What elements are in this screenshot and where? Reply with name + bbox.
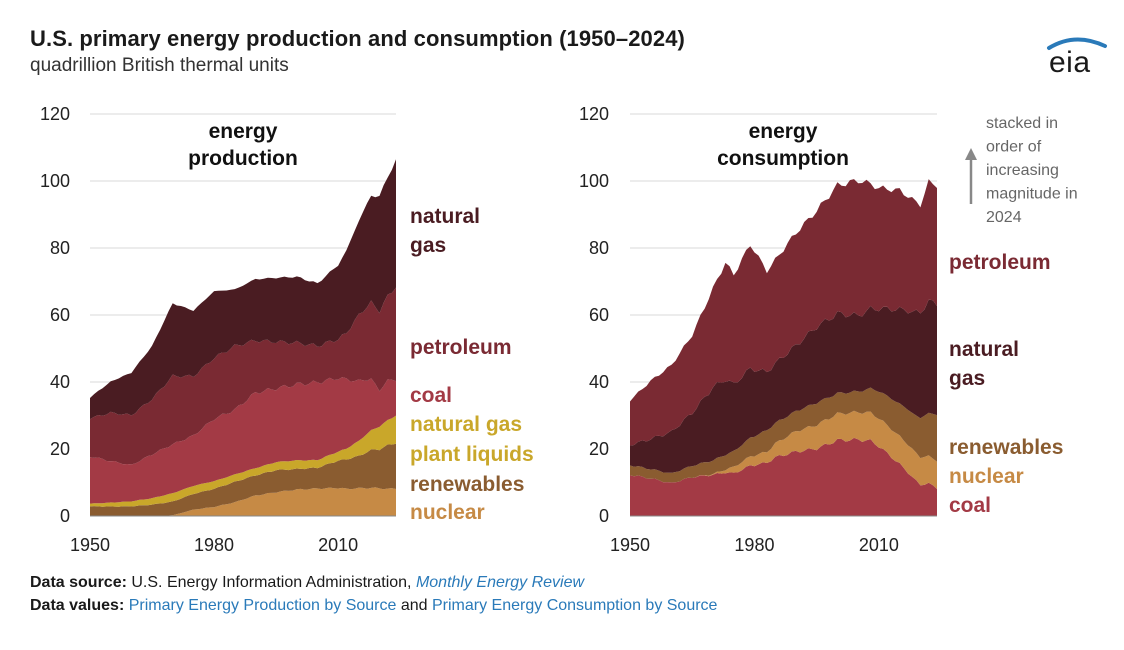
panel-title: energy bbox=[209, 120, 278, 143]
area-natural-gas bbox=[630, 299, 937, 473]
y-tick-label: 80 bbox=[50, 238, 70, 258]
eia-logo-text: eia bbox=[1049, 46, 1091, 79]
monthly-energy-review-link[interactable]: Monthly Energy Review bbox=[415, 574, 585, 591]
data-source-text: U.S. Energy Information Administration, bbox=[131, 574, 412, 591]
x-tick-label: 2010 bbox=[318, 535, 358, 555]
consumption-by-source-link[interactable]: Primary Energy Consumption by Source bbox=[432, 597, 718, 614]
series-label-natural-gas: natural bbox=[949, 338, 1019, 361]
area-nuclear bbox=[90, 487, 396, 516]
x-tick-label: 1980 bbox=[194, 535, 234, 555]
series-label-petroleum: petroleum bbox=[410, 336, 512, 359]
data-values-line: Data values: Primary Energy Production b… bbox=[30, 597, 717, 615]
area-renewables bbox=[630, 387, 937, 483]
y-tick-label: 40 bbox=[50, 372, 70, 392]
stack-order-note-line: magnitude in bbox=[986, 186, 1078, 203]
y-tick-label: 100 bbox=[40, 171, 70, 191]
area-natural-gas bbox=[90, 159, 396, 420]
y-tick-label: 100 bbox=[579, 171, 609, 191]
series-label-nuclear: nuclear bbox=[949, 465, 1024, 488]
x-tick-label: 1950 bbox=[610, 535, 650, 555]
stack-order-note-line: stacked in bbox=[986, 115, 1058, 132]
x-tick-label: 1950 bbox=[70, 535, 110, 555]
stack-order-note-line: 2024 bbox=[986, 209, 1022, 226]
chart-title: U.S. primary energy production and consu… bbox=[30, 26, 685, 51]
series-label-petroleum: petroleum bbox=[949, 251, 1051, 274]
production-by-source-link[interactable]: Primary Energy Production by Source bbox=[128, 597, 397, 614]
data-values-label: Data values: bbox=[30, 597, 125, 614]
y-tick-label: 120 bbox=[40, 104, 70, 124]
charts-canvas: 0 20 40 60 80 100 120 nuclear renewables natural … bbox=[40, 104, 1078, 555]
y-tick-label: 20 bbox=[589, 439, 609, 459]
panel-title: consumption bbox=[717, 147, 849, 170]
stack-order-note-line: increasing bbox=[986, 162, 1059, 179]
eia-logo-arc-icon bbox=[1047, 37, 1107, 50]
data-source-label: Data source: bbox=[30, 574, 127, 591]
x-tick-label: 1980 bbox=[734, 535, 774, 555]
eia-logo: eia bbox=[1047, 37, 1107, 79]
series-label-renewables: renewables bbox=[949, 436, 1063, 459]
production-panel: 0 20 40 60 80 100 120 nuclear renewables natural … bbox=[40, 104, 534, 555]
series-label-natural-gas: gas bbox=[949, 367, 985, 390]
series-label-natural-gas-plant-liquids: natural gas bbox=[410, 413, 522, 436]
y-tick-label: 0 bbox=[60, 506, 70, 526]
data-source-line: Data source: U.S. Energy Information Adm… bbox=[30, 574, 584, 592]
series-label-natural-gas-plant-liquids: plant liquids bbox=[410, 443, 534, 466]
y-tick-label: 0 bbox=[599, 506, 609, 526]
data-values-and: and bbox=[400, 597, 428, 614]
series-label-renewables: renewables bbox=[410, 473, 524, 496]
y-tick-label: 60 bbox=[50, 305, 70, 325]
consumption-panel: 0 20 40 60 80 100 120 coal nuclear renewables natu… bbox=[579, 104, 1063, 555]
y-tick-label: 20 bbox=[50, 439, 70, 459]
area-petroleum bbox=[90, 287, 396, 465]
x-tick-label: 2010 bbox=[859, 535, 899, 555]
chart-subtitle: quadrillion British thermal units bbox=[30, 55, 289, 76]
area-natural-gas-plant-liquids bbox=[90, 415, 396, 507]
y-tick-label: 80 bbox=[589, 238, 609, 258]
series-label-natural-gas: gas bbox=[410, 234, 446, 257]
area-coal bbox=[90, 377, 396, 504]
area-petroleum bbox=[630, 179, 937, 446]
y-tick-label: 60 bbox=[589, 305, 609, 325]
series-label-nuclear: nuclear bbox=[410, 501, 485, 524]
area-coal bbox=[630, 437, 937, 516]
area-nuclear bbox=[630, 410, 937, 489]
up-arrow-head-icon bbox=[965, 148, 977, 160]
series-label-natural-gas: natural bbox=[410, 205, 480, 228]
stack-order-note-line: order of bbox=[986, 139, 1042, 156]
series-label-coal: coal bbox=[410, 384, 452, 407]
stack-order-note: stacked in order of increasing magnitude in… bbox=[965, 115, 1078, 226]
area-renewables bbox=[90, 443, 396, 516]
y-tick-label: 120 bbox=[579, 104, 609, 124]
series-label-coal: coal bbox=[949, 494, 991, 517]
y-tick-label: 40 bbox=[589, 372, 609, 392]
panel-title: energy bbox=[749, 120, 818, 143]
panel-title: production bbox=[188, 147, 298, 170]
